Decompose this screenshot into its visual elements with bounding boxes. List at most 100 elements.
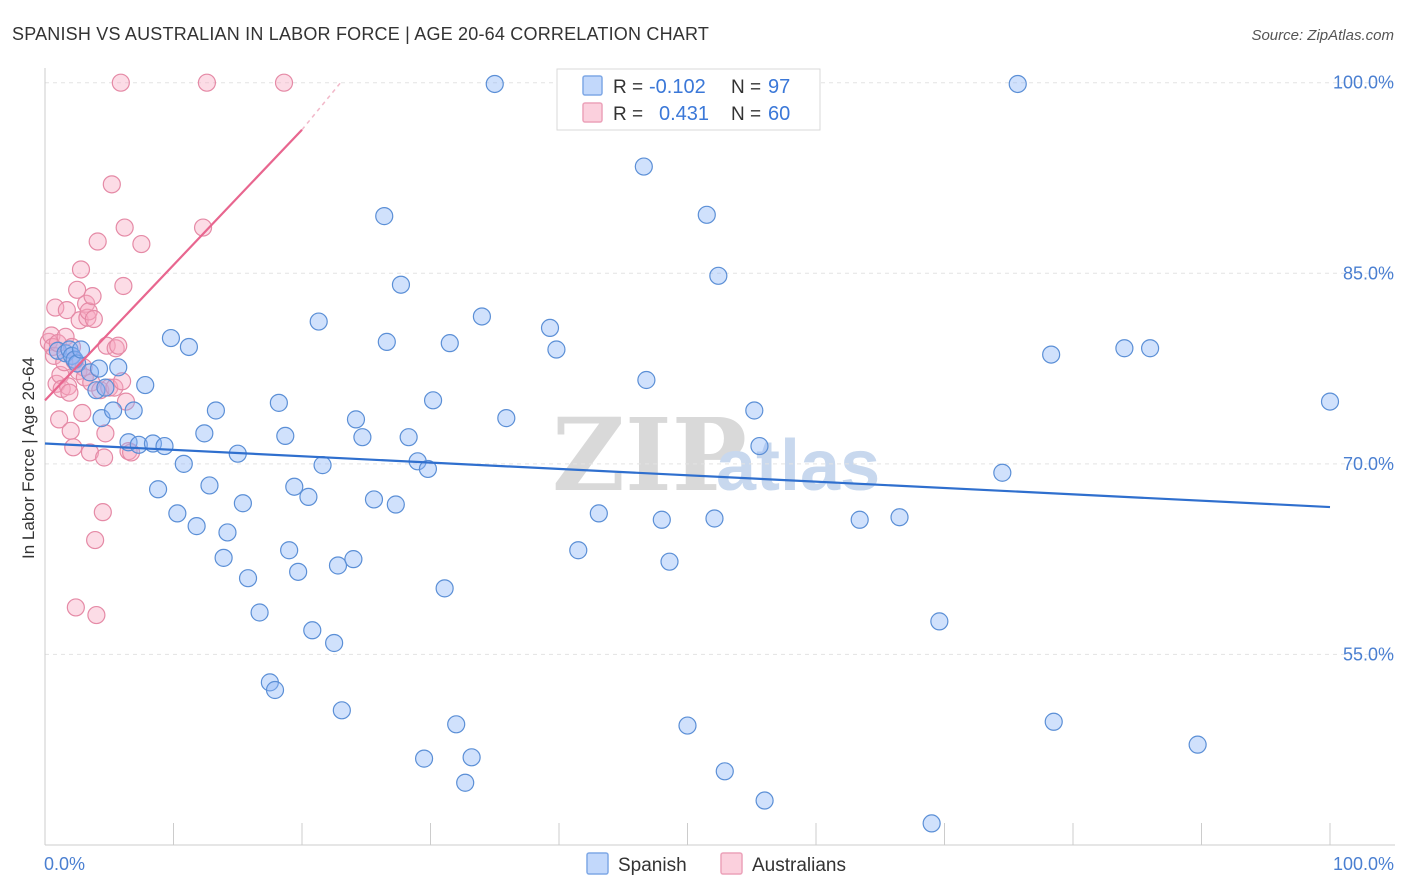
spanish-point-84 (745, 401, 764, 420)
spanish-point-41 (289, 562, 308, 581)
spanish-point-64 (447, 715, 466, 734)
australians-point-15 (61, 421, 80, 440)
spanish-point-79 (678, 716, 697, 735)
spanish-point-32 (233, 494, 252, 513)
legend-swatch-australians (582, 102, 603, 123)
spanish-point-82 (709, 266, 728, 285)
bottom-legend-label-spanish: Spanish (618, 855, 687, 876)
spanish-point-96 (1140, 339, 1160, 358)
legend-r-value-2: 0.431 (659, 103, 709, 125)
legend-n-label-2: N = (731, 104, 761, 125)
australians-point-30 (80, 443, 100, 462)
spanish-point-6 (71, 340, 91, 359)
y-tick-label-0: 55.0% (1343, 644, 1394, 664)
watermark-atlas: atlas (716, 426, 880, 506)
chart-title: SPANISH VS AUSTRALIAN IN LABOR FORCE | A… (12, 24, 709, 44)
australians-point-19 (66, 598, 85, 617)
spanish-point-68 (485, 74, 504, 94)
spanish-point-12 (104, 401, 123, 420)
spanish-point-97 (1188, 735, 1207, 754)
series-legend: Spanish Australians (586, 852, 846, 876)
spanish-point-63 (440, 334, 459, 353)
bottom-legend-swatch-spanish (586, 852, 609, 875)
legend-r-label-2: R = (613, 104, 643, 125)
spanish-point-83 (715, 762, 734, 781)
spanish-point-57 (399, 428, 418, 447)
spanish-point-22 (168, 504, 187, 523)
australians-point-28 (78, 308, 97, 327)
spanish-point-7 (80, 363, 100, 382)
spanish-point-52 (364, 490, 384, 509)
australians-point-7 (50, 410, 69, 429)
spanish-point-89 (922, 814, 941, 833)
spanish-point-47 (328, 556, 348, 575)
spanish-point-36 (265, 680, 285, 700)
spanish-point-21 (161, 328, 181, 348)
spanish-point-26 (195, 424, 214, 443)
spanish-point-85 (750, 436, 769, 456)
spanish-point-49 (344, 550, 363, 569)
axes (44, 68, 1395, 846)
australians-point-20 (68, 280, 87, 299)
spanish-point-43 (303, 621, 322, 640)
spanish-point-15 (124, 401, 143, 420)
spanish-point-29 (214, 548, 233, 567)
spanish-point-93 (1042, 345, 1061, 364)
y-axis-label: In Labor Force | Age 20-64 (19, 357, 38, 559)
spanish-point-81 (705, 509, 724, 528)
spanish-point-50 (346, 410, 366, 429)
spanish-point-87 (850, 510, 869, 529)
spanish-point-44 (309, 312, 328, 331)
australians-point-55 (193, 218, 213, 237)
australians-point-39 (95, 448, 114, 467)
australians-point-46 (109, 336, 128, 355)
spanish-point-76 (637, 370, 656, 390)
australians-point-24 (73, 403, 92, 423)
bottom-legend-label-australians: Australians (752, 855, 846, 876)
australians-point-17 (64, 438, 83, 457)
australians-point-35 (87, 605, 106, 625)
spanish-point-40 (285, 477, 304, 496)
spanish-point-78 (660, 552, 679, 571)
spanish-point-27 (200, 476, 219, 495)
spanish-point-71 (547, 340, 566, 359)
stats-legend: R = -0.102 N = 97 R = 0.431 N = 60 (556, 68, 821, 131)
spanish-point-45 (313, 456, 332, 475)
spanish-point-72 (569, 541, 588, 560)
australians-point-36 (88, 232, 107, 251)
spanish-point-90 (930, 612, 949, 631)
spanish-point-48 (332, 701, 351, 720)
legend-n-label-1: N = (731, 77, 761, 98)
australians-point-47 (111, 73, 130, 92)
spanish-point-98 (1320, 392, 1340, 411)
spanish-point-60 (418, 459, 438, 479)
y-tick-labels: 55.0% 70.0% 85.0% 100.0% (1333, 73, 1394, 665)
australians-point-5 (47, 374, 66, 393)
spanish-point-33 (238, 569, 258, 588)
spanish-point-70 (540, 318, 560, 338)
australians-trend-extension (301, 82, 342, 131)
spanish-point-77 (652, 510, 671, 529)
y-tick-label-2: 85.0% (1343, 263, 1394, 283)
bottom-legend-swatch-australians (720, 852, 743, 875)
spanish-point-62 (435, 579, 454, 598)
spanish-point-65 (456, 773, 475, 792)
spanish-point-39 (280, 541, 299, 560)
spanish-point-20 (155, 436, 174, 456)
australians-point-23 (71, 260, 91, 279)
australians-point-32 (83, 287, 102, 306)
australians-point-14 (60, 383, 79, 402)
spanish-point-56 (391, 275, 411, 294)
australians-point-33 (84, 309, 103, 329)
legend-r-label-1: R = (613, 77, 643, 98)
spanish-point-91 (993, 463, 1012, 482)
spanish-point-9 (89, 359, 109, 378)
spanish-point-37 (269, 393, 288, 412)
spanish-point-53 (375, 207, 394, 226)
spanish-point-24 (179, 337, 199, 357)
spanish-point-59 (414, 749, 434, 768)
spanish-point-34 (250, 603, 269, 622)
spanish-point-5 (68, 354, 87, 373)
spanish-trend-line (44, 442, 1331, 509)
australians-point-57 (274, 73, 294, 92)
